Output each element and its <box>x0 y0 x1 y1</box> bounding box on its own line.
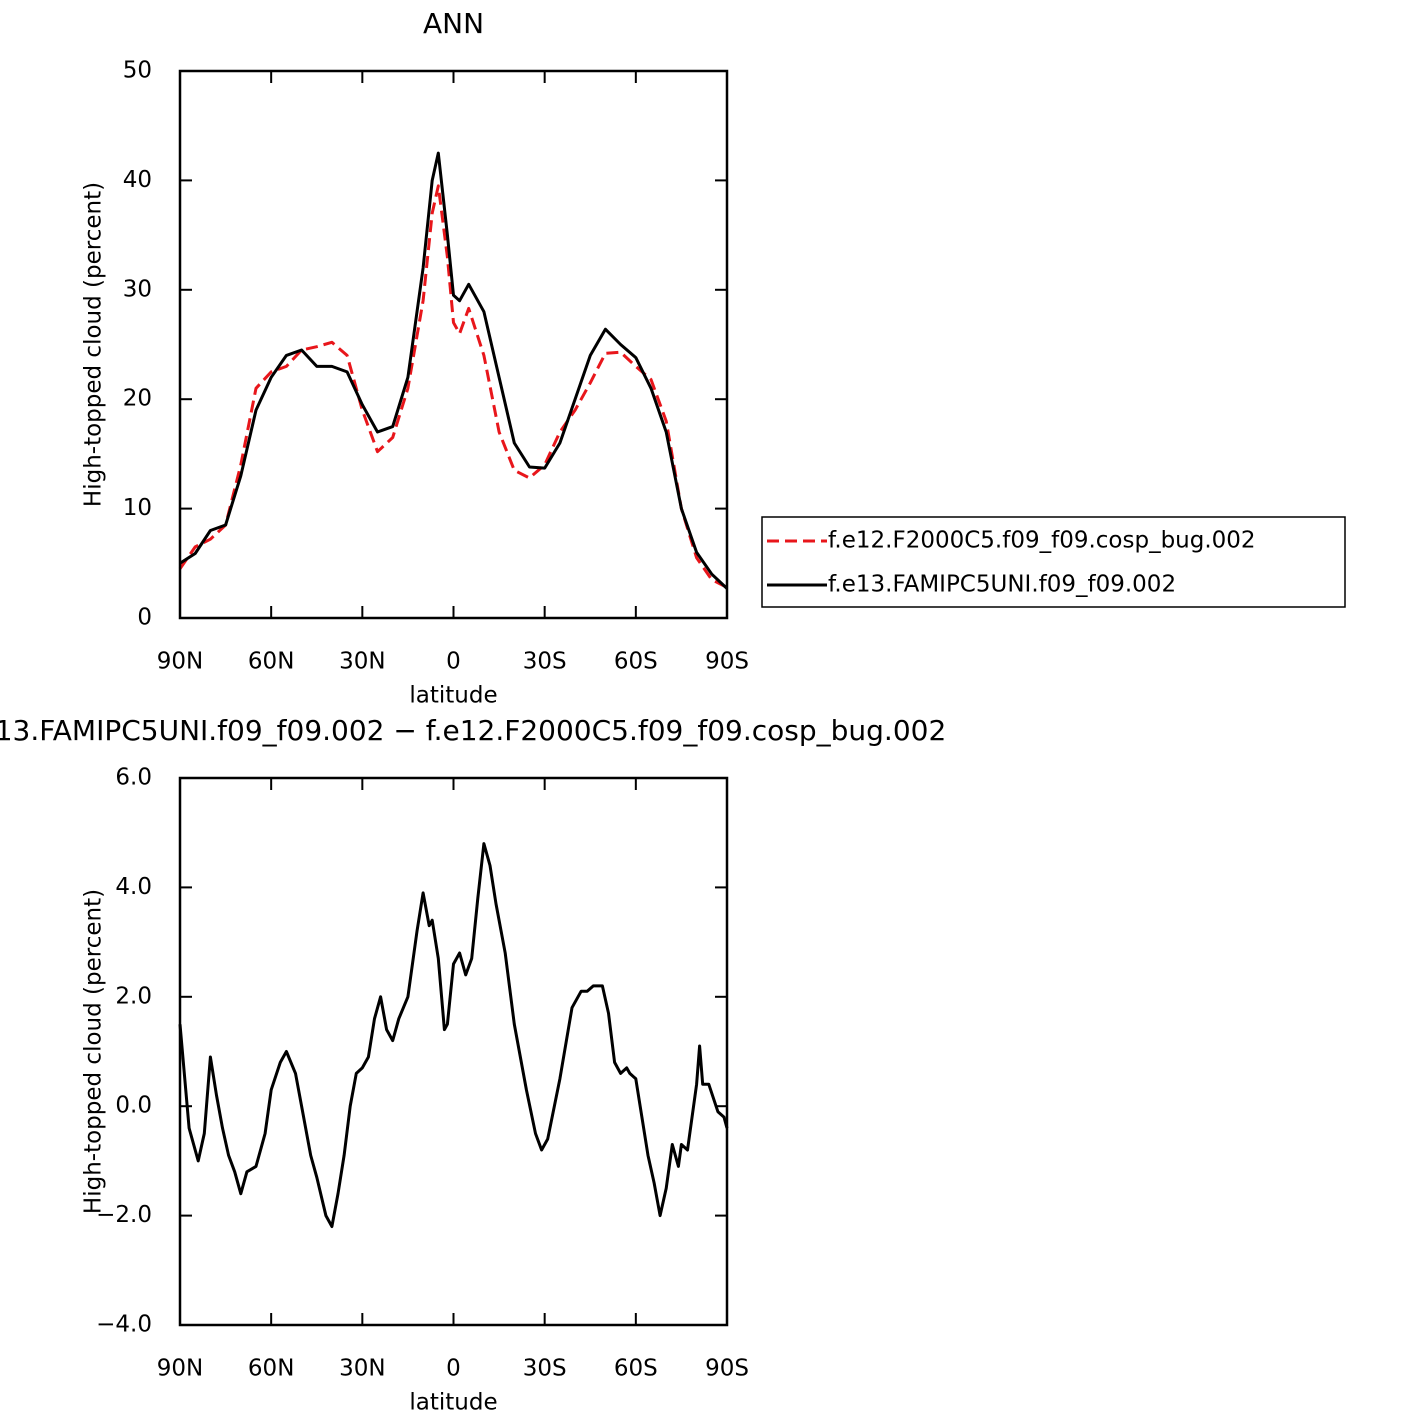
y-tick-label: 0 <box>137 605 152 631</box>
y-tick-label: 50 <box>123 58 152 84</box>
x-tick-label: 60N <box>248 649 294 675</box>
x-tick-label: 90N <box>157 649 203 675</box>
plot-frame <box>178 776 729 1327</box>
y-tick-label: 6.0 <box>115 765 152 791</box>
x-tick-label: 60N <box>248 1356 294 1382</box>
x-tick-label: 60S <box>614 649 658 675</box>
x-tick-label: 30N <box>339 649 385 675</box>
y-tick-label: 40 <box>123 167 152 193</box>
plot-frame <box>178 69 729 620</box>
x-tick-label: 0 <box>446 1356 461 1382</box>
x-tick-label: 30S <box>523 649 567 675</box>
x-tick-label: 30S <box>523 1356 567 1382</box>
x-axis-label: latitude <box>409 1390 497 1416</box>
y-tick-label: 20 <box>123 386 152 412</box>
y-axis-label: High-topped cloud (percent) <box>81 182 107 507</box>
x-tick-label: 60S <box>614 1356 658 1382</box>
x-tick-label: 0 <box>446 649 461 675</box>
data-line <box>178 184 728 589</box>
legend-box <box>761 516 1346 608</box>
legend-label: f.e13.FAMIPC5UNI.f09_f09.002 <box>828 572 1176 598</box>
data-line <box>179 151 729 590</box>
chart-title: f.e13.FAMIPC5UNI.f09_f09.002 − f.e12.F20… <box>0 714 946 747</box>
x-axis-label: latitude <box>409 683 497 709</box>
chart-title: ANN <box>423 7 484 40</box>
x-tick-label: 30N <box>339 1356 385 1382</box>
x-tick-label: 90S <box>705 1356 749 1382</box>
y-axis-label: High-topped cloud (percent) <box>81 889 107 1214</box>
y-tick-label: 0.0 <box>115 1093 152 1119</box>
data-line <box>178 842 729 1228</box>
y-tick-label: 10 <box>123 495 152 521</box>
x-tick-label: 90N <box>157 1356 203 1382</box>
y-tick-label: −4.0 <box>96 1312 152 1338</box>
y-tick-label: −2.0 <box>96 1202 152 1228</box>
legend-label: f.e12.F2000C5.f09_f09.cosp_bug.002 <box>828 528 1256 554</box>
x-tick-label: 90S <box>705 649 749 675</box>
y-tick-label: 4.0 <box>115 874 152 900</box>
y-tick-label: 30 <box>123 276 152 302</box>
y-tick-label: 2.0 <box>115 983 152 1009</box>
